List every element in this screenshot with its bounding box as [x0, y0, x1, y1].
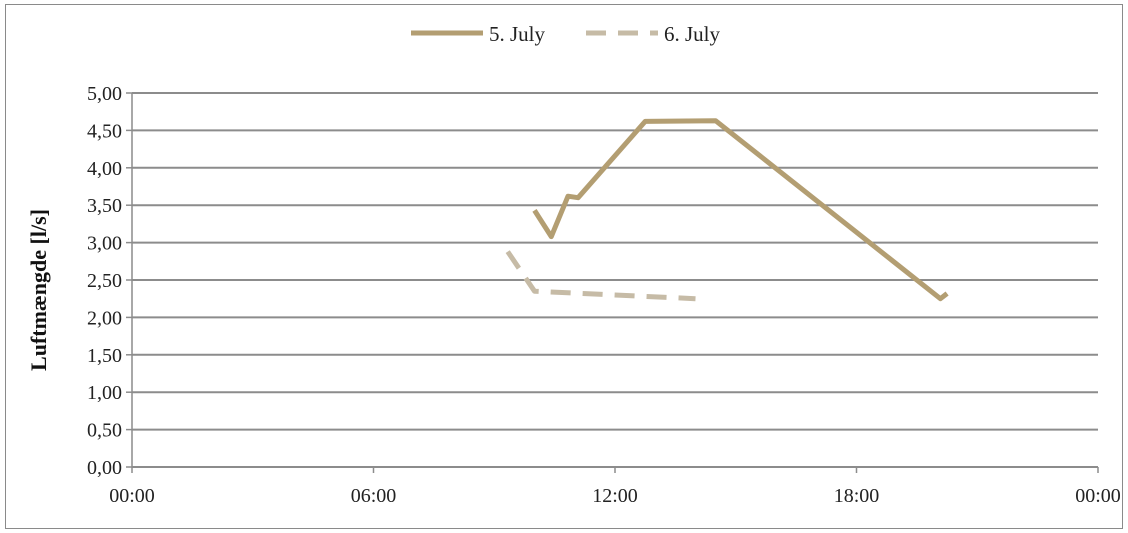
legend-label-2: 6. July — [664, 22, 721, 46]
y-tick-label: 0,00 — [87, 457, 122, 479]
y-tick-labels: 0,00 0,50 1,00 1,50 2,00 2,50 3,00 3,50 4,00 4,50… — [87, 83, 122, 479]
x-tick-label: 12:00 — [592, 485, 638, 507]
x-tick-labels: 00:00 06:00 12:00 18:00 00:00 — [109, 485, 1121, 507]
series-line-1 — [532, 118, 949, 302]
x-tick-label: 18:00 — [834, 485, 880, 507]
y-tick-label: 4,00 — [87, 158, 122, 180]
x-tick-label: 00:00 — [109, 485, 155, 507]
y-tick-label: 3,00 — [87, 233, 122, 255]
series-lines — [505, 118, 949, 302]
y-tick-label: 3,50 — [87, 195, 122, 217]
legend-label-1: 5. July — [489, 22, 546, 46]
chart-container: 0,00 0,50 1,00 1,50 2,00 2,50 3,00 3,50 4,00 4,50… — [5, 4, 1123, 529]
y-tick-label: 5,00 — [87, 83, 122, 105]
y-tick-label: 2,00 — [87, 307, 122, 329]
y-tick-label: 4,50 — [87, 120, 122, 142]
x-tick-label: 06:00 — [351, 485, 397, 507]
y-tick-label: 1,00 — [87, 382, 122, 404]
axes — [126, 92, 1099, 473]
y-axis-title: Luftmængde [l/s] — [26, 209, 51, 371]
gridlines — [132, 92, 1098, 431]
line-chart: 0,00 0,50 1,00 1,50 2,00 2,50 3,00 3,50 4,00 4,50… — [26, 22, 1121, 507]
series-line-2 — [505, 250, 696, 302]
y-tick-label: 2,50 — [87, 270, 122, 292]
legend: 5. July 6. July — [411, 22, 721, 46]
y-tick-label: 1,50 — [87, 345, 122, 367]
y-tick-label: 0,50 — [87, 420, 122, 442]
x-tick-label: 00:00 — [1075, 485, 1121, 507]
